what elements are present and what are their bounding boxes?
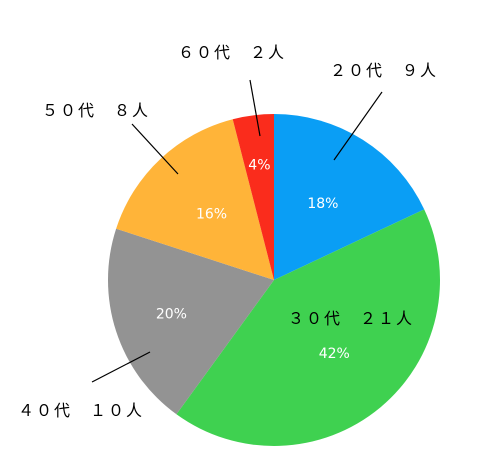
- pie-slice: [107, 228, 275, 415]
- leader-line: [91, 351, 151, 383]
- percent-label: 4%: [248, 158, 270, 174]
- percent-label: 42%: [319, 346, 350, 362]
- category-label: ２０代 ９人: [330, 61, 438, 80]
- pie-slice: [176, 209, 440, 447]
- leader-lines: [91, 79, 383, 383]
- category-labels: ２０代 ９人 ３０代 ２１人 ４０代 １０人 ５０代 ８人 ６０代 ２人: [18, 43, 438, 420]
- pie-slice: [274, 114, 425, 280]
- leader-line: [249, 79, 261, 137]
- percent-label: 16%: [196, 206, 227, 222]
- category-label: ６０代 ２人: [178, 43, 286, 62]
- percent-labels: 18% 42% 20% 16% 4%: [156, 158, 350, 362]
- percent-label: 18%: [307, 196, 338, 212]
- category-label: ３０代 ２１人: [288, 309, 414, 328]
- category-label: ５０代 ８人: [42, 101, 150, 120]
- leader-line: [333, 91, 383, 161]
- pie-slice: [232, 114, 274, 280]
- percent-label: 20%: [156, 306, 187, 322]
- category-label: ４０代 １０人: [18, 401, 144, 420]
- pie-slices: [107, 114, 440, 447]
- pie-slice: [116, 119, 275, 280]
- leader-line: [131, 123, 179, 175]
